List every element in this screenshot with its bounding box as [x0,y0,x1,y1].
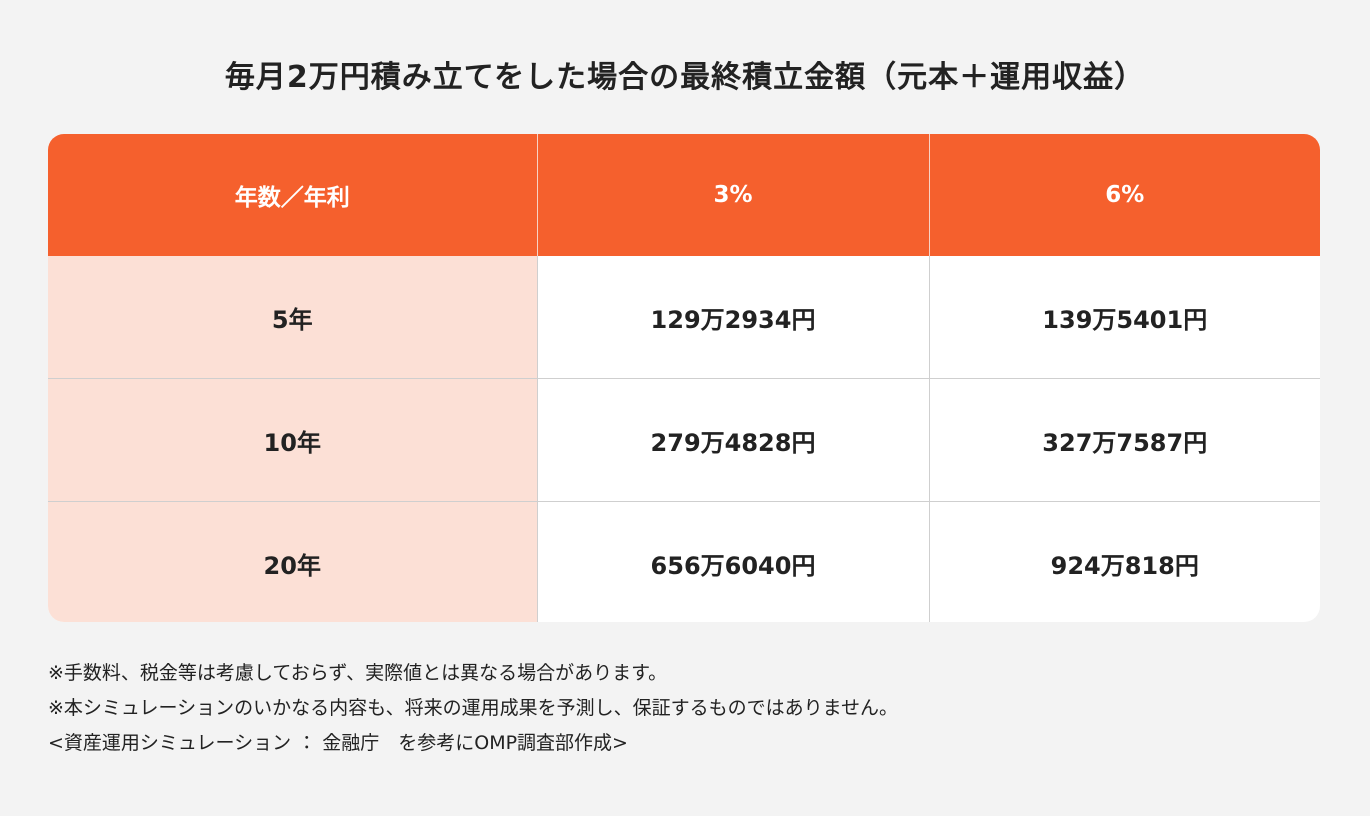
row-header-cell: 5年 [48,256,538,379]
value-cell: 924万818円 [928,501,1320,622]
table-row: 10年 279万4828円 327万7587円 [48,378,1320,502]
table-container: 年数／年利 3% 6% 5年 129万2934円 139万5401円 10年 279万4… [48,134,1320,622]
table: 年数／年利 3% 6% 5年 129万2934円 139万5401円 10年 279万4… [48,134,1320,622]
note: <資産運用シミュレーション ： 金融庁 を参考にOMP調査部作成> [48,732,628,754]
table-row: 5年 129万2934円 139万5401円 [48,256,1320,379]
table-row: 20年 656万6040円 924万818円 [48,501,1320,622]
note: ※本シミュレーションのいかなる内容も、将来の運用成果を予測し、保証するものではあ… [48,697,899,719]
header-cell: 6% [928,134,1320,256]
notes: ※手数料、税金等は考慮しておらず、実際値とは異なる場合があります。 ※本シミュレー… [48,656,898,761]
value-cell: 139万5401円 [928,256,1320,379]
value-cell: 327万7587円 [928,378,1320,502]
title: 毎月2万円積み立てをした場合の最終積立金額（元本＋運用収益） [224,60,1146,95]
row-header-cell: 10年 [48,378,538,502]
row-header-cell: 20年 [48,501,538,622]
table-body: 5年 129万2934円 139万5401円 10年 279万4828円 327万7587… [48,256,1320,622]
table-head: 年数／年利 3% 6% [48,134,1320,256]
header-row: 年数／年利 3% 6% [48,134,1320,256]
note: ※手数料、税金等は考慮しておらず、実際値とは異なる場合があります。 [48,662,668,684]
value-cell: 129万2934円 [536,256,930,379]
value-cell: 279万4828円 [536,378,930,502]
value-cell: 656万6040円 [536,501,930,622]
header-cell: 年数／年利 [48,134,538,256]
header-cell: 3% [536,134,930,256]
